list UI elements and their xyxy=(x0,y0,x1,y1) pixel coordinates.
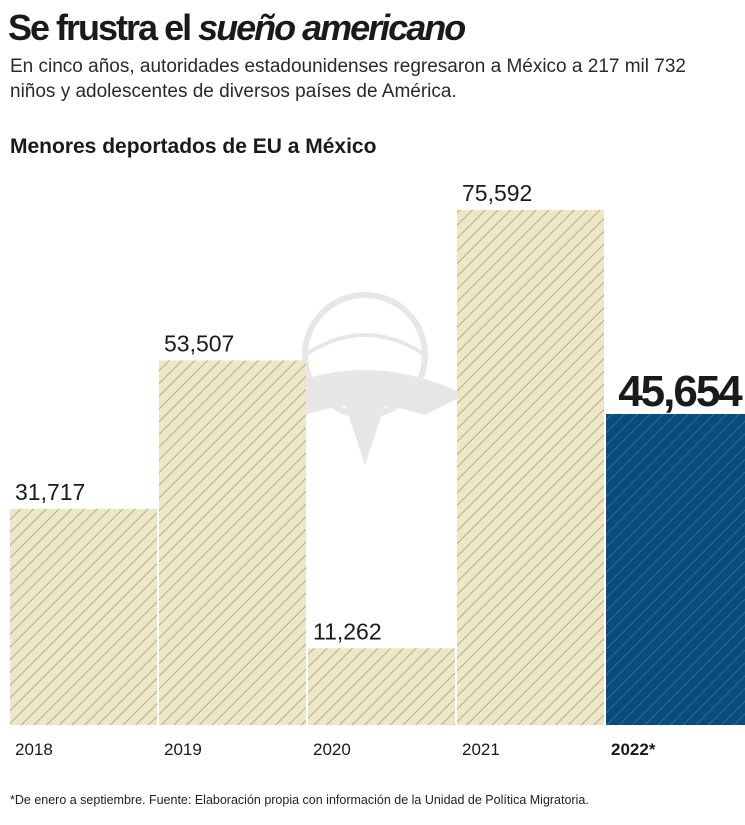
category-label-2021: 2021 xyxy=(462,740,500,759)
category-label-2018: 2018 xyxy=(15,740,53,759)
bar-2022 xyxy=(606,413,745,725)
bar-2021 xyxy=(457,210,604,725)
headline: Se frustra el sueño americano xyxy=(8,7,466,48)
value-label-2018: 31,717 xyxy=(15,479,85,505)
category-label-2022: 2022* xyxy=(611,740,656,759)
category-label-2020: 2020 xyxy=(313,740,351,759)
chart-title: Menores deportados de EU a México xyxy=(10,135,377,158)
bar-2019 xyxy=(159,360,306,725)
bar-chart: 31,717 2018 53,507 2019 11,262 2020 75,592 2021… xyxy=(10,180,745,759)
footnote: *De enero a septiembre. Fuente: Elaborac… xyxy=(10,793,589,807)
value-label-2019: 53,507 xyxy=(164,330,234,356)
bar-2020 xyxy=(308,648,455,725)
bar-2018 xyxy=(10,508,157,725)
value-label-2020: 11,262 xyxy=(313,618,382,644)
category-label-2019: 2019 xyxy=(164,740,202,759)
subtitle: En cinco años, autoridades estadounidens… xyxy=(10,56,686,102)
headline-plain: Se frustra el xyxy=(8,7,199,48)
value-label-2022: 45,654 xyxy=(618,367,743,416)
headline-italic: sueño americano xyxy=(198,7,466,48)
value-label-2021: 75,592 xyxy=(462,180,532,206)
eagle-watermark-icon xyxy=(265,292,465,465)
